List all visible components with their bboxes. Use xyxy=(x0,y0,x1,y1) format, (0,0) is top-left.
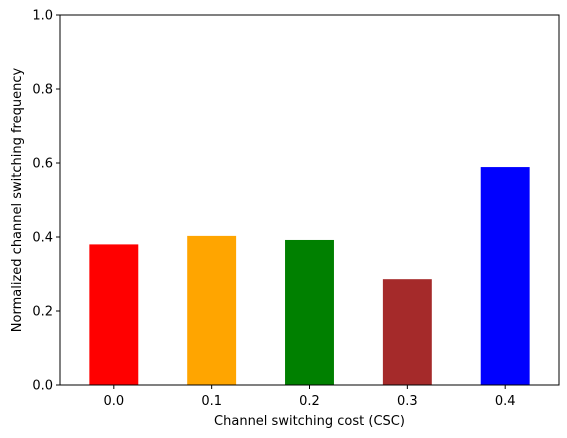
y-tick-label: 0.6 xyxy=(32,157,53,172)
x-tick-label: 0.3 xyxy=(397,394,418,409)
bar-0.4 xyxy=(480,167,530,385)
x-tick-label: 0.0 xyxy=(103,394,124,409)
y-axis-ticks: 0.0 0.2 0.4 0.6 0.8 1.0 xyxy=(32,9,60,394)
bars-group xyxy=(89,167,530,385)
bar-0.1 xyxy=(187,235,237,385)
x-axis-label: Channel switching cost (CSC) xyxy=(214,414,405,429)
bar-0.3 xyxy=(382,279,432,385)
y-tick-label: 0.4 xyxy=(32,231,53,246)
y-tick-label: 1.0 xyxy=(32,9,53,24)
bar-0.2 xyxy=(285,239,334,385)
y-tick-label: 0.0 xyxy=(32,379,53,394)
bar-0.0 xyxy=(89,244,139,385)
y-tick-label: 0.8 xyxy=(32,83,53,98)
y-tick-label: 0.2 xyxy=(32,305,53,320)
x-tick-label: 0.4 xyxy=(495,394,516,409)
x-tick-label: 0.1 xyxy=(201,394,222,409)
plot-frame xyxy=(59,14,560,386)
x-axis-ticks: 0.0 0.1 0.2 0.3 0.4 xyxy=(103,385,516,409)
y-axis-label: Normalized channel switching frequency xyxy=(10,68,25,333)
x-tick-label: 0.2 xyxy=(299,394,320,409)
